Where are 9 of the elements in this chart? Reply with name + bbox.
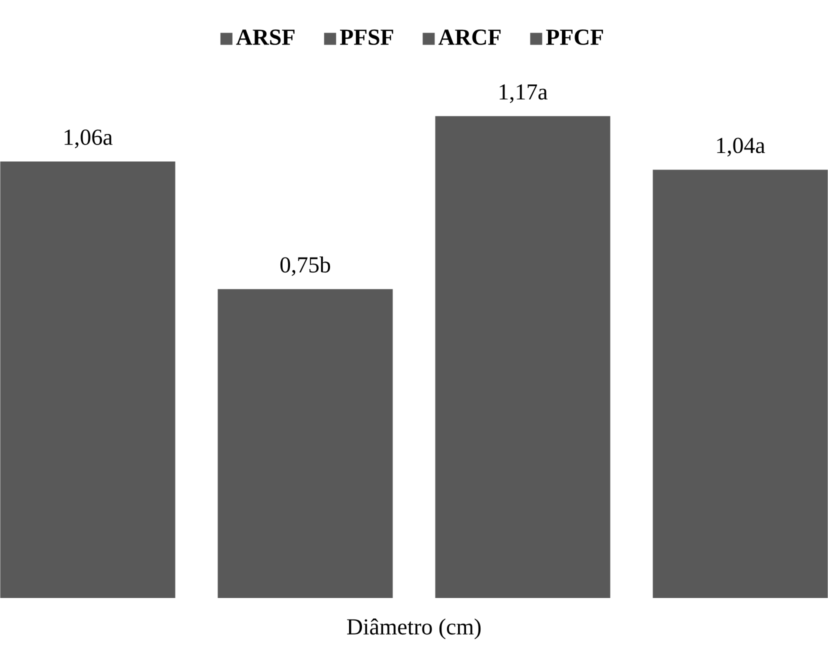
legend-label: ARSF <box>236 30 294 45</box>
data-label: 1,17a <box>500 84 548 103</box>
x-axis-title: Diâmetro (cm) <box>347 618 481 640</box>
data-label: 0,75b <box>280 256 330 276</box>
legend-label: PFSF <box>340 30 394 45</box>
data-label: 1,06a <box>64 130 113 148</box>
legend-label: PFCF <box>546 30 603 45</box>
legend-label: ARCF <box>438 30 501 45</box>
data-label: 1,04a <box>717 138 766 156</box>
